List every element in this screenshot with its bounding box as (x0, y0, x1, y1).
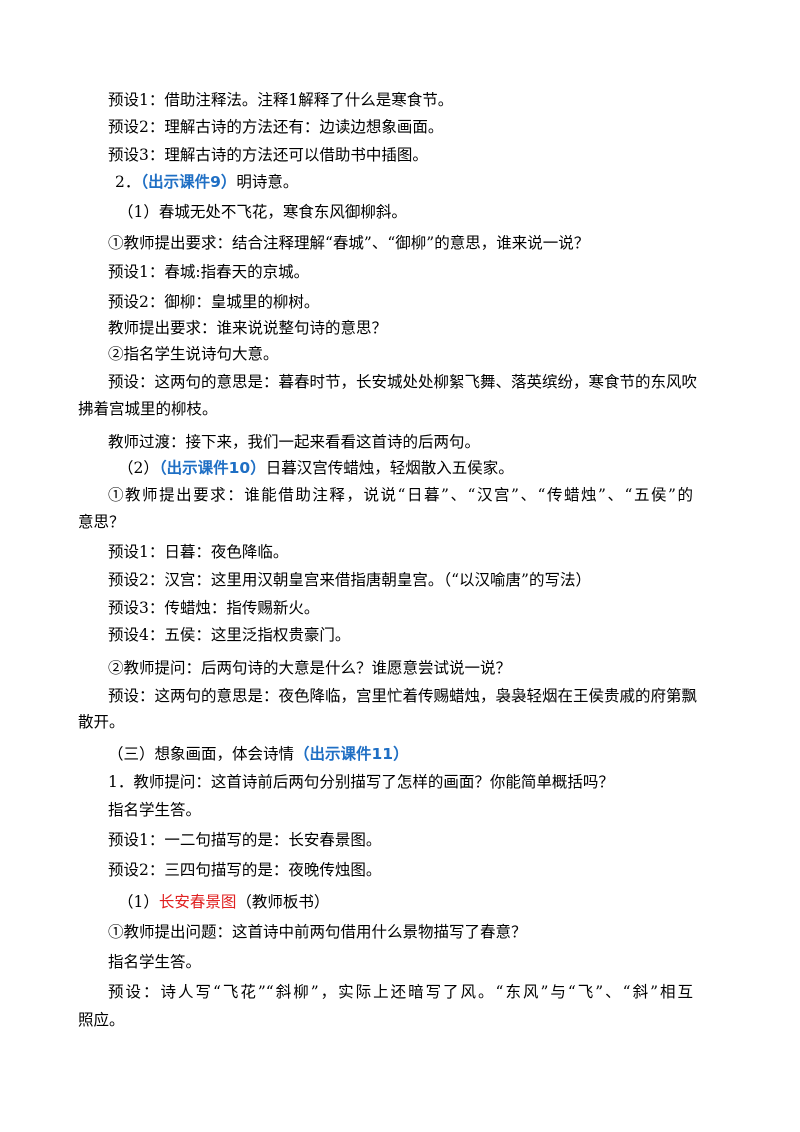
text-segment: 散开。 (78, 713, 125, 731)
text-line: 意思？ (78, 512, 125, 532)
text-line: （1）春城无处不飞花，寒食东风御柳斜。 (118, 202, 407, 222)
text-segment: 预设：这两句的意思是：夜色降临，宫里忙着传赐蜡烛，袅袅轻烟在王侯贵戚的府第飘 (108, 687, 698, 705)
text-segment: （2） (118, 459, 159, 477)
text-line: 预设2：汉宫：这里用汉朝皇宫来借指唐朝皇宫。（“以汉喻唐”的写法） (108, 570, 591, 590)
text-line: ①教师提出要求：结合注释理解“春城”、“御柳”的意思，谁来说一说？ (108, 233, 589, 253)
text-segment: 意思？ (78, 513, 125, 531)
text-segment: 预设3：传蜡烛：指传赐新火。 (108, 599, 320, 617)
text-segment: 长安春景图 (158, 893, 237, 911)
text-line: 预设1：一二句描写的是：长安春景图。 (108, 830, 381, 850)
text-line: 拂着宫城里的柳枝。 (78, 399, 218, 419)
text-line: 散开。 (78, 712, 125, 732)
text-segment: （教师板书） (236, 893, 330, 911)
text-segment: 预设2：御柳：皇城里的柳树。 (108, 293, 320, 311)
text-line: ①教师提出要求：谁能借助注释，说说“日暮”、“汉宫”、“传蜡烛”、“五侯”的 (108, 485, 693, 505)
text-segment: ②教师提问：后两句诗的大意是什么？谁愿意尝试说一说？ (108, 659, 512, 677)
text-line: （2）（出示课件10）日暮汉宫传蜡烛，轻烟散入五侯家。 (118, 458, 514, 478)
text-segment: 明诗意。 (236, 173, 299, 191)
text-line: 预设1：借助注释法。注释1解释了什么是寒食节。 (108, 90, 453, 110)
text-line: 预设3：传蜡烛：指传赐新火。 (108, 598, 319, 618)
text-segment: （出示课件9） (140, 173, 237, 191)
text-segment: ①教师提出要求：谁能借助注释，说说“日暮”、“汉宫”、“传蜡烛”、“五侯”的 (108, 486, 693, 504)
text-line: 预设：诗人写“飞花”“斜柳”，实际上还暗写了风。“东风”与“飞”、“斜”相互 (108, 982, 693, 1002)
text-segment: 预设：这两句的意思是：暮春时节，长安城处处柳絮飞舞、落英缤纷，寒食节的东风吹 (108, 373, 698, 391)
text-line: 预设3：理解古诗的方法还可以借助书中插图。 (108, 145, 428, 165)
text-line: （三）想象画面，体会诗情（出示课件11） (108, 744, 409, 764)
text-segment: 预设2：三四句描写的是：夜晚传烛图。 (108, 861, 382, 879)
text-line: ②指名学生说诗句大意。 (108, 344, 279, 364)
text-line: ②教师提问：后两句诗的大意是什么？谁愿意尝试说一说？ (108, 658, 511, 678)
text-segment: 预设3：理解古诗的方法还可以借助书中插图。 (108, 146, 428, 164)
text-segment: 2． (115, 173, 141, 191)
text-segment: 预设2：汉宫：这里用汉朝皇宫来借指唐朝皇宫。（“以汉喻唐”的写法） (108, 571, 591, 589)
text-segment: （1）春城无处不飞花，寒食东风御柳斜。 (118, 203, 407, 221)
text-segment: 教师过渡：接下来，我们一起来看看这首诗的后两句。 (108, 433, 481, 451)
text-line: 预设1：日暮：夜色降临。 (108, 542, 288, 562)
text-segment: 日暮汉宫传蜡烛，轻烟散入五侯家。 (265, 459, 514, 477)
text-line: 指名学生答。 (108, 800, 201, 820)
text-segment: ①教师提出要求：结合注释理解“春城”、“御柳”的意思，谁来说一说？ (108, 234, 590, 252)
text-segment: 指名学生答。 (108, 801, 202, 819)
text-segment: 预设1：借助注释法。注释1解释了什么是寒食节。 (108, 91, 454, 109)
text-segment: 指名学生答。 (108, 953, 202, 971)
text-segment: 预设1：一二句描写的是：长安春景图。 (108, 831, 382, 849)
text-segment: （三）想象画面，体会诗情 (108, 745, 295, 763)
text-segment: 1．教师提问：这首诗前后两句分别描写了怎样的画面？你能简单概括吗？ (108, 773, 614, 791)
text-segment: （1） (118, 893, 159, 911)
text-line: 预设：这两句的意思是：夜色降临，宫里忙着传赐蜡烛，袅袅轻烟在王侯贵戚的府第飘 (108, 686, 697, 706)
text-segment: ②指名学生说诗句大意。 (108, 345, 279, 363)
text-line: ①教师提出问题：这首诗中前两句借用什么景物描写了春意？ (108, 922, 527, 942)
text-segment: （出示课件10） (158, 459, 266, 477)
text-line: 1．教师提问：这首诗前后两句分别描写了怎样的画面？你能简单概括吗？ (108, 772, 614, 792)
text-line: 预设1：春城:指春天的京城。 (108, 262, 309, 282)
text-line: 预设2：三四句描写的是：夜晚传烛图。 (108, 860, 381, 880)
text-segment: 预设：诗人写“飞花”“斜柳”，实际上还暗写了风。“东风”与“飞”、“斜”相互 (108, 983, 693, 1001)
text-segment: 预设4：五侯：这里泛指权贵豪门。 (108, 626, 351, 644)
text-line: 教师提出要求：谁来说说整句诗的意思？ (108, 318, 387, 338)
text-segment: 预设1：日暮：夜色降临。 (108, 543, 289, 561)
text-segment: 照应。 (78, 1011, 125, 1029)
text-segment: （出示课件11） (294, 745, 409, 763)
text-line: 预设2：御柳：皇城里的柳树。 (108, 292, 319, 312)
text-segment: 拂着宫城里的柳枝。 (78, 400, 218, 418)
text-line: 预设2：理解古诗的方法还有：边读边想象画面。 (108, 117, 443, 137)
text-line: 2．（出示课件9）明诗意。 (115, 172, 298, 192)
text-segment: ①教师提出问题：这首诗中前两句借用什么景物描写了春意？ (108, 923, 527, 941)
text-line: 教师过渡：接下来，我们一起来看看这首诗的后两句。 (108, 432, 480, 452)
text-segment: 教师提出要求：谁来说说整句诗的意思？ (108, 319, 388, 337)
text-line: 指名学生答。 (108, 952, 201, 972)
text-line: （1）长安春景图（教师板书） (118, 892, 329, 912)
text-line: 照应。 (78, 1010, 125, 1030)
text-line: 预设：这两句的意思是：暮春时节，长安城处处柳絮飞舞、落英缤纷，寒食节的东风吹 (108, 372, 697, 392)
text-line: 预设4：五侯：这里泛指权贵豪门。 (108, 625, 350, 645)
text-segment: 预设1：春城:指春天的京城。 (108, 263, 310, 281)
text-segment: 预设2：理解古诗的方法还有：边读边想象画面。 (108, 118, 444, 136)
